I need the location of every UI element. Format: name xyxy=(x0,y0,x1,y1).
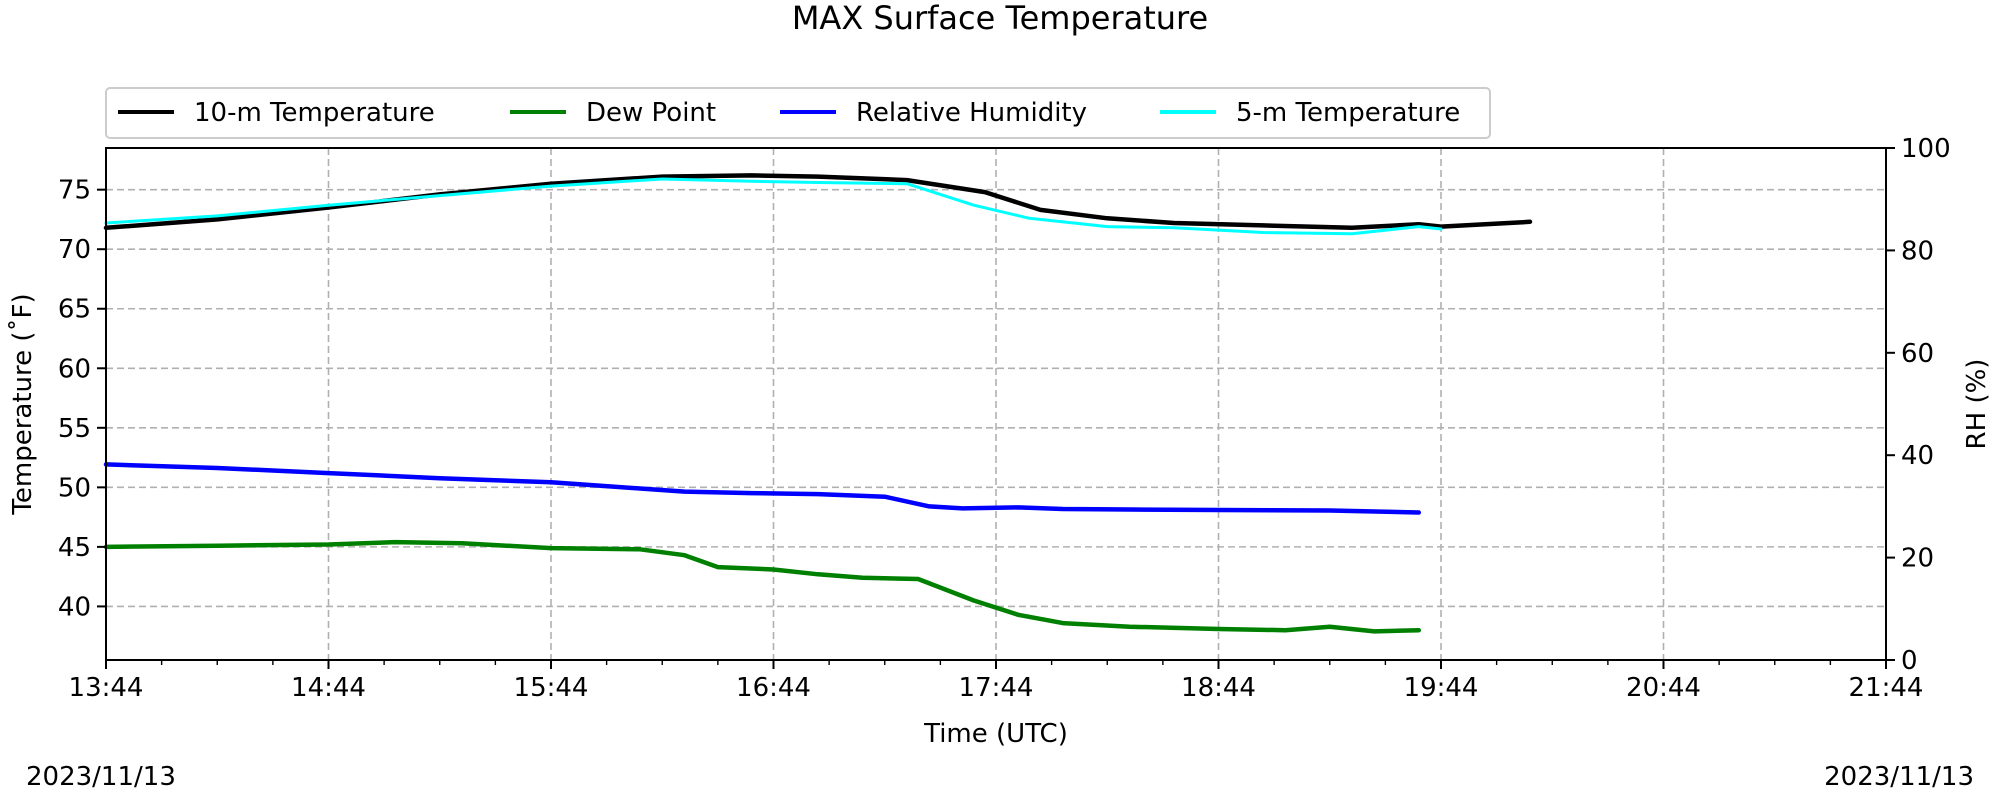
y-axis-label-right: RH (%) xyxy=(1962,359,1992,450)
y-right-tick-label: 80 xyxy=(1901,236,1934,266)
y-right-tick-label: 0 xyxy=(1901,646,1918,676)
grid-lines xyxy=(106,148,1886,660)
y-right-tick-label: 40 xyxy=(1901,441,1934,471)
x-axis-label: Time (UTC) xyxy=(923,719,1068,749)
y-left-tick-label: 55 xyxy=(58,414,91,444)
y-left-tick-label: 75 xyxy=(58,176,91,206)
y-left-tick-label: 40 xyxy=(58,592,91,622)
y-right-tick-label: 20 xyxy=(1901,544,1934,574)
y-right-tick-label: 60 xyxy=(1901,339,1934,369)
series-line-dew-point xyxy=(103,539,1422,634)
x-tick-label: 19:44 xyxy=(1404,673,1479,703)
date-label-left: 2023/11/13 xyxy=(26,762,176,792)
legend: 10-m Temperature Dew Point Relative Humidi… xyxy=(105,87,1491,139)
series-lines xyxy=(103,173,1533,634)
legend-label: Relative Humidity xyxy=(856,98,1087,128)
y-left-tick-label: 70 xyxy=(58,235,91,265)
y-left-tick-label: 50 xyxy=(58,473,91,503)
x-tick-label: 17:44 xyxy=(959,673,1034,703)
axis-ticks: 13:44 14:44 15:44 16:44 17:44 18:44 19:44 20:44… xyxy=(58,134,1951,703)
y-axis-label-left: Temperature (˚F) xyxy=(8,293,38,515)
legend-label: 10-m Temperature xyxy=(194,98,435,128)
x-tick-label: 18:44 xyxy=(1181,673,1256,703)
y-left-tick-label: 45 xyxy=(58,533,91,563)
date-label-right: 2023/11/13 xyxy=(1824,762,1974,792)
x-tick-label: 16:44 xyxy=(736,673,811,703)
x-tick-label: 15:44 xyxy=(514,673,589,703)
x-tick-label: 14:44 xyxy=(291,673,366,703)
x-tick-label: 21:44 xyxy=(1849,673,1924,703)
series-line-relative-humidity xyxy=(103,462,1422,515)
y-left-tick-label: 60 xyxy=(58,354,91,384)
x-tick-label: 13:44 xyxy=(69,673,144,703)
y-left-tick-label: 65 xyxy=(58,295,91,325)
legend-label: 5-m Temperature xyxy=(1236,98,1460,128)
series-line-5-m-temperature xyxy=(104,177,1443,236)
chart-title: MAX Surface Temperature xyxy=(791,0,1209,37)
x-tick-label: 20:44 xyxy=(1626,673,1701,703)
y-right-tick-label: 100 xyxy=(1901,134,1951,164)
legend-label: Dew Point xyxy=(586,98,716,128)
